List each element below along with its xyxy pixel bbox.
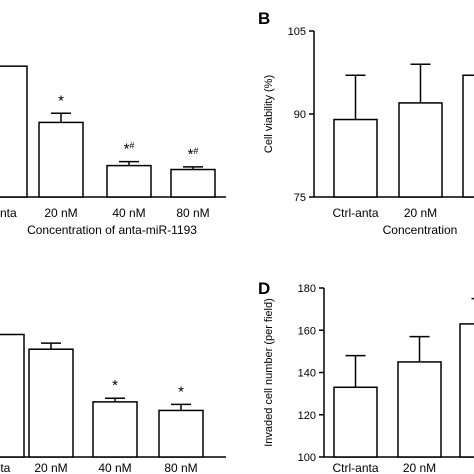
panel-b-ylabel: Cell viability (%) [263, 75, 275, 153]
panel-b-bar-1 [398, 102, 443, 198]
panel-d-ytick-label-3: 160 [298, 325, 316, 337]
panel-c-category-label-0: nta [0, 461, 11, 474]
panel-a-bar-2 [106, 164, 152, 198]
panel-a-bar-0 [0, 65, 28, 198]
panel-b-bar-0 [333, 118, 378, 198]
panel-a-xlabel: Concentration of anta-miR-1193 [27, 223, 197, 237]
panel-d-ytick-label-4: 180 [298, 283, 316, 295]
panel-d-category-label-0: Ctrl-anta [332, 461, 378, 474]
panel-c-bar-3 [158, 409, 204, 458]
panel-c-category-label-2: 40 nM [98, 461, 131, 474]
panel-d-ytick-label-1: 120 [298, 410, 316, 422]
panel-c-category-label-3: 80 nM [164, 461, 197, 474]
panel-a-category-label-0: anta [0, 206, 17, 220]
panel-c-marker-2: * [112, 377, 118, 394]
panel-a-marker-1: * [58, 92, 64, 109]
panel-c-category-label-1: 20 nM [34, 461, 67, 474]
panel-d-bar-1 [397, 361, 442, 458]
panel-c-bar-1 [28, 348, 74, 458]
panel-b-ytick-label-0: 75 [294, 192, 306, 204]
panel-d-bar-0 [333, 386, 378, 458]
panel-c-marker-3: * [178, 383, 184, 400]
panel-a-bar-1 [38, 121, 84, 198]
panel-d-bar-2 [459, 323, 474, 458]
panel-a-marker-2: *# [124, 141, 135, 158]
panel-c-bar-0 [0, 333, 25, 458]
panel-a-category-label-2: 40 nM [112, 206, 145, 220]
panel-d-ytick-label-0: 100 [298, 452, 316, 464]
panel-b-ytick-label-2: 105 [288, 26, 306, 38]
panel-b-ytick-label-1: 90 [294, 109, 306, 121]
panel-d-category-label-1: 20 nM [403, 461, 436, 474]
panel-b-category-label-0: Ctrl-anta [332, 206, 378, 220]
panel-d-ytick-label-2: 140 [298, 368, 316, 380]
panel-d-label: D [258, 279, 270, 298]
panel-b-label: B [258, 9, 270, 28]
panel-a-bar-3 [170, 168, 216, 198]
panel-a-marker-3: *# [188, 146, 199, 163]
panel-a-category-label-3: 80 nM [176, 206, 209, 220]
panel-b-bar-2 [462, 74, 474, 198]
panel-c-bar-2 [92, 401, 138, 458]
panel-d-ylabel: Invaded cell number (per field) [263, 298, 275, 447]
panel-a-category-label-1: 20 nM [44, 206, 77, 220]
panel-b-xlabel: Concentration [383, 223, 458, 237]
panel-b-category-label-1: 20 nM [404, 206, 437, 220]
